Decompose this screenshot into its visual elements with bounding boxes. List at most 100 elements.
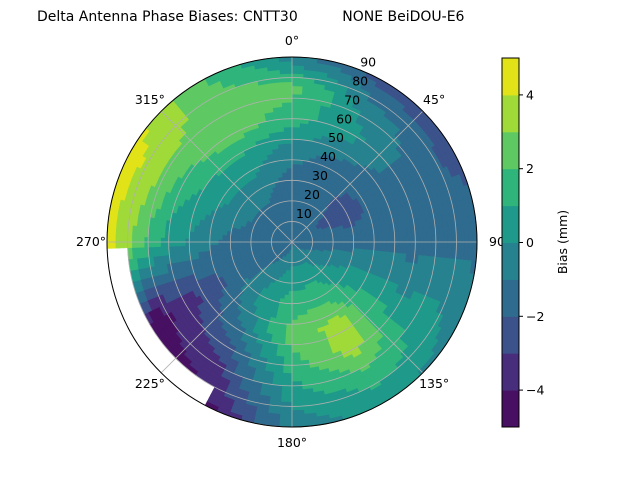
contour-cell — [279, 64, 293, 71]
angular-tick-label: 135° — [419, 376, 449, 391]
angular-tick-label: 0° — [285, 33, 299, 48]
radial-tick-label: 80 — [352, 73, 368, 88]
contour-cell — [250, 242, 256, 247]
colorbar-tick-label: −2 — [526, 309, 544, 324]
contour-cell — [283, 130, 293, 136]
contour-cell — [282, 110, 293, 116]
contour-cell — [291, 352, 301, 358]
contour-cell — [288, 192, 293, 198]
colorbar: −4 −2 0 2 4 Bias (mm) — [501, 57, 570, 428]
radial-tick-label: 10 — [296, 206, 312, 221]
contour-cell — [281, 101, 293, 107]
contour-cell — [287, 299, 293, 304]
contour-cell — [291, 180, 297, 185]
contour-cell — [201, 232, 207, 240]
colorbar-tick-label: −4 — [526, 383, 544, 398]
contour-cell — [291, 413, 305, 420]
colorbar-band — [502, 279, 519, 317]
contour-cell — [291, 344, 300, 350]
contour-cell — [286, 171, 293, 177]
contour-cell — [291, 147, 299, 153]
contour-cell — [291, 126, 301, 132]
contour-cell — [291, 409, 305, 415]
colorbar-band — [502, 131, 519, 170]
angular-tick-label: 225° — [135, 376, 165, 391]
contour-cell — [332, 236, 338, 241]
contour-cell — [286, 307, 293, 313]
contour-cell — [328, 237, 334, 242]
contour-fills — [106, 56, 478, 428]
contour-cell — [287, 184, 293, 189]
contour-cell — [242, 243, 248, 248]
contour-cell — [288, 196, 293, 202]
contour-cell — [284, 143, 293, 148]
contour-cell — [217, 233, 223, 240]
contour-cell — [287, 290, 293, 296]
contour-cell — [285, 319, 293, 325]
contour-cell — [287, 180, 293, 185]
contour-cell — [283, 118, 293, 124]
angular-tick-label: 45° — [423, 92, 445, 107]
contour-cell — [285, 147, 293, 153]
contour-cell — [340, 236, 346, 241]
contour-cell — [281, 389, 293, 395]
contour-cell — [284, 188, 289, 194]
contour-cell — [283, 126, 293, 132]
contour-cell — [377, 232, 383, 240]
contour-cell — [213, 244, 219, 251]
contour-cell — [336, 236, 342, 241]
contour-cell — [291, 319, 299, 325]
contour-cell — [291, 336, 300, 341]
contour-cell — [291, 348, 301, 354]
radial-tick-label: 70 — [344, 92, 360, 107]
colorbar-band — [502, 353, 519, 391]
contour-cell — [283, 356, 293, 362]
contour-cell — [291, 282, 296, 288]
contour-cell — [291, 81, 304, 87]
contour-cell — [344, 235, 350, 241]
contour-cell — [285, 151, 293, 157]
colorbar-band — [502, 94, 519, 133]
radial-tick-label: 90 — [360, 55, 376, 70]
contour-cell — [357, 243, 363, 250]
contour-cell — [291, 188, 297, 194]
contour-cell — [282, 106, 293, 112]
contour-cell — [284, 340, 293, 346]
contour-cell — [279, 69, 293, 75]
contour-cell — [361, 233, 367, 240]
contour-cell — [246, 243, 252, 248]
polar-grid — [106, 56, 478, 428]
contour-cell — [234, 243, 240, 249]
contour-cell — [291, 311, 298, 317]
contour-cell — [377, 244, 383, 252]
colorbar-band — [502, 242, 519, 280]
contour-cell — [291, 315, 298, 321]
contour-cell — [230, 243, 236, 249]
colorbar-band — [502, 168, 519, 207]
contour-cell — [279, 413, 293, 420]
contour-cell — [291, 85, 304, 91]
colorbar-tick-label: 0 — [526, 235, 534, 250]
contour-cell — [221, 243, 227, 250]
contour-cell — [357, 234, 363, 241]
contour-cell — [291, 372, 302, 378]
contour-cell — [284, 336, 293, 341]
colorbar-label: Bias (mm) — [555, 210, 570, 274]
contour-cell — [280, 85, 293, 91]
contour-cell — [291, 159, 299, 165]
contour-cell — [294, 286, 300, 292]
contour-cell — [291, 340, 300, 346]
contour-cell — [285, 155, 293, 161]
angular-tick-label: 270° — [76, 234, 106, 249]
contour-cell — [286, 163, 293, 169]
contour-cell — [291, 377, 303, 383]
contour-cell — [291, 295, 297, 300]
contour-cell — [291, 286, 296, 292]
contour-cell — [291, 155, 299, 161]
contour-cell — [291, 118, 301, 124]
contour-cell — [291, 143, 300, 148]
contour-cell — [291, 171, 298, 177]
contour-cell — [282, 368, 293, 374]
contour-cell — [281, 97, 293, 103]
contour-cell — [291, 64, 305, 71]
